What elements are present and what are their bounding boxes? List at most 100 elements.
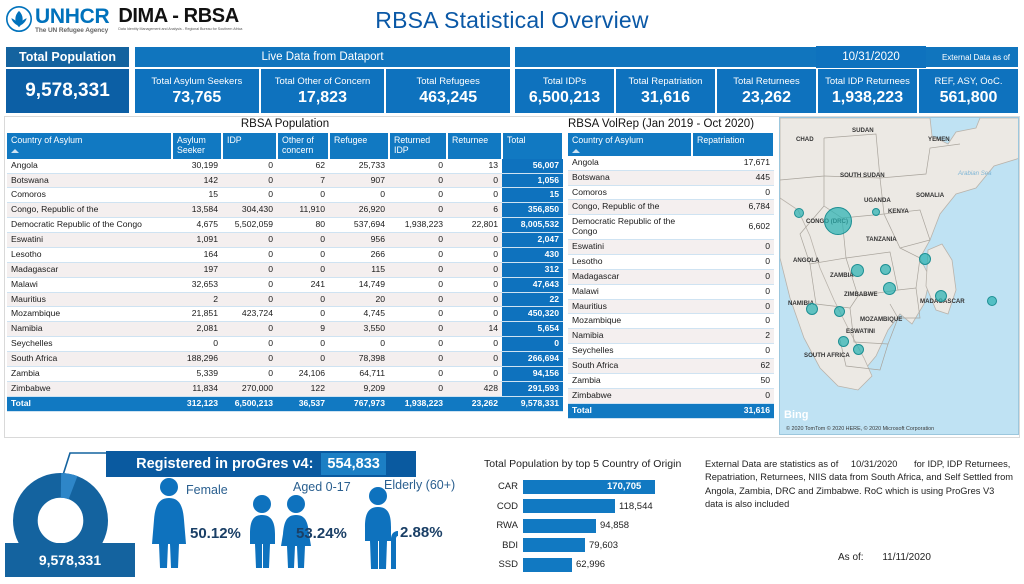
table-row[interactable]: Seychelles 0 bbox=[568, 343, 774, 360]
bar[interactable] bbox=[523, 499, 615, 513]
bar-row[interactable]: COD 118,544 bbox=[484, 498, 689, 515]
table-row[interactable]: Congo, Republic of the 13,584 304,430 11,91… bbox=[7, 202, 563, 219]
map-label-eswatini: ESWATINI bbox=[846, 328, 876, 335]
table-row[interactable]: Zambia 5,339 0 24,106 64,711 0 0 94,156 bbox=[7, 366, 563, 382]
bar[interactable] bbox=[523, 479, 655, 494]
volrep-table-title: RBSA VolRep (Jan 2019 - Oct 2020) bbox=[568, 118, 755, 130]
cell-country: Botswana bbox=[7, 173, 172, 189]
table-row[interactable]: Namibia 2 bbox=[568, 328, 774, 345]
kpi-external-cell-1[interactable]: Total Repatriation 31,616 bbox=[615, 68, 716, 114]
table-row[interactable]: Lesotho 0 bbox=[568, 254, 774, 270]
table-row[interactable]: Eswatini 1,091 0 0 956 0 0 2,047 bbox=[7, 232, 563, 248]
map-bubble[interactable] bbox=[935, 290, 947, 302]
map-bubble[interactable] bbox=[824, 207, 852, 235]
population-table-header-row[interactable]: Country of Asylum Asylum Seeker IDP Other o… bbox=[7, 133, 564, 159]
map-bubble[interactable] bbox=[880, 264, 891, 275]
volrep-table[interactable]: Country of Asylum Repatriation Angola 17,6… bbox=[568, 133, 775, 419]
kpi-live-cell-0[interactable]: Total Asylum Seekers 73,765 bbox=[134, 68, 260, 114]
progres-banner[interactable]: Registered in proGres v4: 554,833 bbox=[106, 451, 416, 477]
children-figures-icon bbox=[250, 495, 275, 568]
kpi-external-cell-3[interactable]: Total IDP Returnees 1,938,223 bbox=[817, 68, 918, 114]
sort-ascending-icon[interactable] bbox=[572, 148, 580, 153]
table-row[interactable]: Zimbabwe 0 bbox=[568, 388, 774, 404]
unhcr-wordmark: UNHCR bbox=[35, 5, 110, 28]
top-origin-bar-chart[interactable]: CAR 170,705 COD 118,544 RWA 94,858 BDI 79,603 SS… bbox=[484, 478, 689, 576]
bar-row[interactable]: CAR 170,705 bbox=[484, 478, 689, 495]
column-header-returned-idp[interactable]: Returned IDP bbox=[389, 133, 448, 159]
cell-country: Zimbabwe bbox=[568, 388, 692, 404]
map-bubble[interactable] bbox=[987, 296, 997, 306]
external-data-date[interactable]: 10/31/2020 bbox=[816, 46, 926, 68]
table-row[interactable]: Congo, Republic of the 6,784 bbox=[568, 199, 774, 216]
bar[interactable] bbox=[523, 557, 572, 572]
table-row[interactable]: Malawi 32,653 0 241 14,749 0 0 47,643 bbox=[7, 277, 563, 293]
table-row[interactable]: Namibia 2,081 0 9 3,550 0 14 5,654 bbox=[7, 321, 563, 338]
map-bubble[interactable] bbox=[851, 264, 864, 277]
map-bubble[interactable] bbox=[794, 208, 804, 218]
table-row[interactable]: Comoros 0 bbox=[568, 185, 774, 201]
map-bubble[interactable] bbox=[919, 253, 931, 265]
table-total-row: Total 312,123 6,500,213 36,537 767,973 1,938,… bbox=[7, 396, 563, 412]
table-row[interactable]: Democratic Republic of the Congo 4,675 5,5… bbox=[7, 217, 563, 234]
volrep-table-header-row[interactable]: Country of Asylum Repatriation bbox=[568, 133, 775, 156]
cell-value: 266,694 bbox=[502, 351, 563, 367]
demographic-label-children: Aged 0-17 bbox=[293, 480, 351, 494]
column-header-returnee[interactable]: Returnee bbox=[447, 133, 503, 159]
column-header-country-of-asylum[interactable]: Country of Asylum bbox=[7, 133, 173, 159]
bar[interactable] bbox=[523, 518, 596, 533]
table-row[interactable]: Comoros 15 0 0 0 0 0 15 bbox=[7, 187, 563, 204]
cell-value: 0 bbox=[692, 254, 774, 270]
table-row[interactable]: Mozambique 21,851 423,724 0 4,745 0 0 450,320 bbox=[7, 306, 563, 323]
kpi-external-cell-0[interactable]: Total IDPs 6,500,213 bbox=[514, 68, 615, 114]
table-row[interactable]: Mozambique 0 bbox=[568, 313, 774, 330]
map-bubble[interactable] bbox=[834, 306, 845, 317]
map-bubble[interactable] bbox=[872, 208, 880, 216]
kpi-external-cell-2[interactable]: Total Returnees 23,262 bbox=[716, 68, 817, 114]
table-row[interactable]: Angola 17,671 bbox=[568, 155, 774, 171]
column-header-idp[interactable]: IDP bbox=[222, 133, 278, 159]
table-row[interactable]: South Africa 188,296 0 0 78,398 0 0 266,694 bbox=[7, 351, 563, 367]
bar-row[interactable]: SSD 62,996 bbox=[484, 556, 689, 573]
kpi-live-cell-1[interactable]: Total Other of Concern 17,823 bbox=[259, 68, 386, 114]
table-row[interactable]: Angola 30,199 0 62 25,733 0 13 56,007 bbox=[7, 158, 563, 174]
column-header-country-of-asylum[interactable]: Country of Asylum bbox=[568, 133, 693, 156]
column-header-refugee[interactable]: Refugee bbox=[329, 133, 390, 159]
total-value: 767,973 bbox=[329, 396, 389, 412]
table-row[interactable]: Zambia 50 bbox=[568, 373, 774, 389]
table-row[interactable]: Madagascar 0 bbox=[568, 269, 774, 285]
map-bubble[interactable] bbox=[853, 344, 864, 355]
column-header-other-of-concern[interactable]: Other of concern bbox=[277, 133, 330, 159]
bar-row[interactable]: RWA 94,858 bbox=[484, 517, 689, 534]
table-row[interactable]: Democratic Republic of the Congo 6,602 bbox=[568, 214, 774, 241]
column-header-asylum-seeker[interactable]: Asylum Seeker bbox=[172, 133, 223, 159]
kpi-external-cell-4[interactable]: REF, ASY, OoC. 561,800 bbox=[918, 68, 1019, 114]
cell-value: 5,654 bbox=[502, 321, 563, 338]
cell-value: 0 bbox=[277, 292, 329, 308]
brand-logo: UNHCR The UN Refugee Agency DIMA - RBSA … bbox=[6, 6, 242, 35]
population-table[interactable]: Country of Asylum Asylum Seeker IDP Other o… bbox=[7, 133, 564, 412]
sort-ascending-icon[interactable] bbox=[11, 148, 19, 153]
table-row[interactable]: Botswana 142 0 7 907 0 0 1,056 bbox=[7, 173, 563, 189]
table-row[interactable]: Mauritius 0 bbox=[568, 299, 774, 315]
bar-row[interactable]: BDI 79,603 bbox=[484, 537, 689, 554]
kpi-live-cell-2[interactable]: Total Refugees 463,245 bbox=[385, 68, 512, 114]
column-header-total[interactable]: Total bbox=[502, 133, 564, 159]
map-bubble[interactable] bbox=[838, 336, 849, 347]
kpi-total-population[interactable]: Total Population 9,578,331 bbox=[5, 46, 130, 114]
map-bubble[interactable] bbox=[806, 303, 818, 315]
bar[interactable] bbox=[523, 538, 585, 552]
table-row[interactable]: Eswatini 0 bbox=[568, 239, 774, 255]
table-row[interactable]: Lesotho 164 0 0 266 0 0 430 bbox=[7, 247, 563, 263]
table-row[interactable]: South Africa 62 bbox=[568, 358, 774, 374]
cell-country: Democratic Republic of the Congo bbox=[7, 217, 172, 234]
table-row[interactable]: Malawi 0 bbox=[568, 284, 774, 300]
table-row[interactable]: Zimbabwe 11,834 270,000 122 9,209 0 428 291,593 bbox=[7, 381, 563, 397]
map-bubble[interactable] bbox=[883, 282, 896, 295]
table-row[interactable]: Botswana 445 bbox=[568, 170, 774, 186]
table-row[interactable]: Madagascar 197 0 0 115 0 0 312 bbox=[7, 262, 563, 278]
table-row[interactable]: Seychelles 0 0 0 0 0 0 0 bbox=[7, 336, 563, 353]
region-map[interactable]: CHAD SUDAN YEMEN SOUTH SUDAN UGANDA KENY… bbox=[779, 117, 1019, 435]
table-row[interactable]: Mauritius 2 0 0 20 0 0 22 bbox=[7, 292, 563, 308]
cell-country: Democratic Republic of the Congo bbox=[568, 214, 692, 241]
column-header-repatriation[interactable]: Repatriation bbox=[692, 133, 775, 156]
